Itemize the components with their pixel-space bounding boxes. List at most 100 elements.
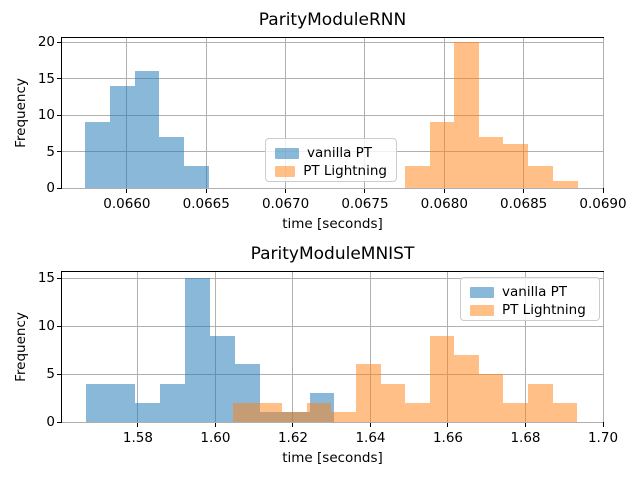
y-tick-label: 20 (37, 34, 55, 50)
gridline (364, 38, 366, 188)
hist-bar-pt-lightning (454, 354, 479, 422)
gridline (62, 114, 603, 116)
hist-bar-pt-lightning (331, 412, 356, 422)
hist-bar-vanilla-pt (135, 402, 161, 422)
x-tick-mark (369, 423, 371, 427)
hist-bar-vanilla-pt (160, 383, 186, 422)
hist-bar-pt-lightning (380, 383, 405, 422)
hist-bar-vanilla-pt (185, 278, 211, 422)
x-tick-mark (126, 189, 128, 193)
gridline (62, 325, 603, 327)
gridline (62, 373, 603, 375)
hist-bar-vanilla-pt (134, 71, 160, 188)
gridline (62, 78, 603, 79)
x-tick-mark (602, 189, 604, 193)
y-tick-label: 15 (37, 270, 55, 287)
hist-bar-pt-lightning (232, 402, 258, 422)
legend-entry: vanilla PT (470, 284, 590, 300)
gridline (62, 421, 603, 423)
hist-bar-pt-lightning (478, 374, 504, 422)
hist-bar-pt-lightning (552, 402, 578, 422)
x-tick-mark (447, 423, 449, 427)
x-tick-mark (292, 423, 294, 427)
plot-area (61, 271, 604, 423)
x-tick-label: 0.0690 (579, 196, 627, 212)
y-tick-mark (57, 114, 61, 116)
x-tick-label: 1.66 (432, 430, 464, 446)
plot-title: ParityModuleMNIST (250, 244, 415, 264)
gridline (62, 277, 603, 279)
legend-swatch-pt-lightning (470, 304, 494, 316)
x-tick-label: 0.0660 (103, 196, 151, 212)
hist-bar-vanilla-pt (109, 85, 135, 188)
x-axis-label: time [seconds] (282, 216, 383, 232)
hist-bar-pt-lightning (257, 402, 283, 422)
hist-bar-pt-lightning (355, 364, 381, 422)
legend: vanilla PT PT Lightning (265, 138, 397, 182)
x-tick-label: 0.0675 (341, 196, 389, 212)
y-tick-mark (57, 187, 61, 189)
x-tick-label: 0.0685 (500, 196, 548, 212)
legend-swatch-vanilla-pt (275, 147, 299, 159)
x-tick-mark (137, 423, 139, 427)
x-tick-mark (214, 423, 216, 427)
hist-bar-pt-lightning (478, 136, 504, 188)
x-axis-label: time [seconds] (282, 450, 383, 466)
x-tick-mark (524, 423, 526, 427)
y-tick-label: 15 (37, 70, 55, 87)
hist-bar-pt-lightning (429, 122, 455, 188)
y-tick-label: 5 (46, 143, 55, 160)
gridline (443, 38, 445, 188)
x-tick-label: 1.62 (277, 430, 308, 446)
gridline (62, 41, 603, 43)
hist-bar-pt-lightning (404, 166, 430, 188)
x-tick-mark (364, 189, 366, 193)
hist-bar-pt-lightning (528, 383, 553, 422)
hist-bar-pt-lightning (282, 412, 307, 422)
x-tick-label: 0.0680 (420, 196, 468, 212)
x-tick-mark (523, 189, 525, 193)
x-tick-mark (205, 189, 207, 193)
y-tick-mark (57, 41, 61, 43)
gridline (602, 38, 604, 188)
hist-bar-vanilla-pt (184, 166, 209, 188)
y-tick-mark (57, 277, 61, 279)
hist-bar-vanilla-pt (159, 136, 185, 188)
legend-entry: PT Lightning (470, 302, 590, 318)
gridline (369, 272, 371, 422)
x-tick-mark (443, 189, 445, 193)
gridline (292, 272, 294, 422)
plot-title: ParityModuleRNN (258, 10, 407, 30)
hist-bar-pt-lightning (503, 144, 529, 188)
hist-bar-pt-lightning (404, 402, 430, 422)
y-tick-mark (57, 78, 61, 79)
gridline (602, 272, 604, 422)
y-tick-label: 0 (46, 180, 55, 196)
legend: vanilla PT PT Lightning (460, 277, 600, 321)
gridline (62, 187, 603, 189)
hist-bar-pt-lightning (454, 42, 479, 188)
y-tick-label: 10 (37, 107, 55, 123)
x-tick-label: 0.0670 (261, 196, 310, 212)
hist-bar-pt-lightning (306, 402, 332, 422)
legend-entry: PT Lightning (275, 163, 387, 179)
legend-swatch-pt-lightning (275, 165, 296, 177)
x-tick-label: 1.68 (510, 430, 541, 446)
y-tick-label: 0 (46, 414, 55, 430)
hist-bar-pt-lightning (503, 402, 529, 422)
x-tick-label: 1.58 (122, 430, 153, 446)
legend-label: PT Lightning (502, 302, 586, 318)
hist-bar-vanilla-pt (210, 335, 235, 422)
y-tick-label: 10 (37, 318, 55, 335)
x-tick-label: 0.0665 (182, 196, 230, 212)
hist-bar-pt-lightning (552, 180, 578, 188)
plot-area (61, 37, 604, 189)
gridline (523, 38, 525, 188)
y-tick-mark (57, 373, 61, 375)
hist-bar-vanilla-pt (85, 122, 110, 188)
legend-label: PT Lightning (303, 163, 387, 179)
x-tick-mark (602, 423, 604, 427)
